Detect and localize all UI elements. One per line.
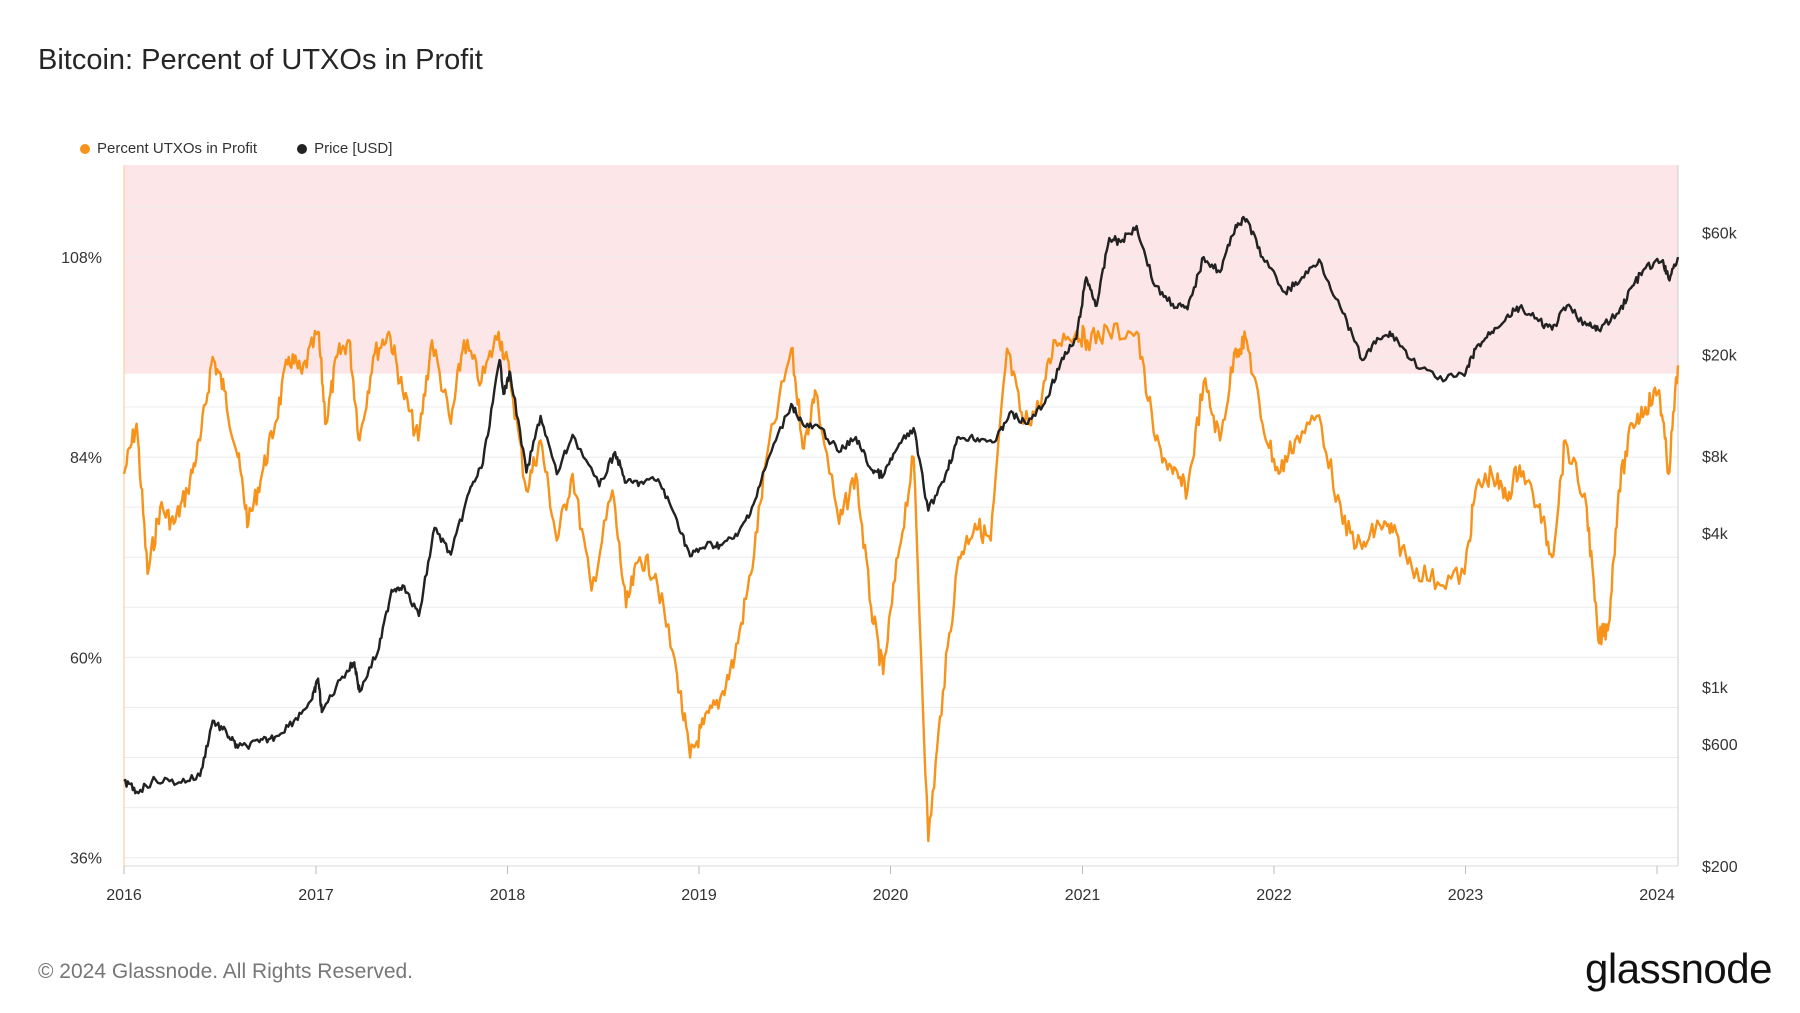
glassnode-logo: glassnode	[1585, 945, 1772, 992]
legend-label-profit: Percent UTXOs in Profit	[97, 140, 258, 157]
legend-item-profit[interactable]: Percent UTXOs in Profit	[80, 140, 257, 157]
x-tick-label: 2019	[681, 887, 717, 904]
x-tick-label: 2020	[873, 887, 909, 904]
left-tick-label: 36%	[70, 851, 102, 868]
x-tick-label: 2018	[490, 887, 526, 904]
x-tick-label: 2022	[1256, 887, 1292, 904]
right-tick-label: $60k	[1702, 225, 1738, 242]
series-line-percent-utxos-in-profit	[122, 322, 1680, 843]
legend-item-price[interactable]: Price [USD]	[297, 140, 392, 157]
right-tick-label: $1k	[1702, 680, 1729, 697]
series-line-price-usd	[123, 215, 1680, 795]
left-tick-label: 108%	[61, 250, 102, 267]
x-tick-label: 2024	[1639, 887, 1675, 904]
x-tick-label: 2017	[298, 887, 334, 904]
right-tick-label: $20k	[1702, 347, 1738, 364]
right-tick-label: $200	[1702, 859, 1738, 876]
x-tick-label: 2016	[106, 887, 142, 904]
profit-highlight-band	[124, 165, 1678, 374]
legend: Percent UTXOs in Profit Price [USD]	[80, 140, 392, 157]
right-tick-label: $4k	[1702, 526, 1729, 543]
left-tick-label: 60%	[70, 650, 102, 667]
legend-label-price: Price [USD]	[314, 140, 393, 157]
x-tick-label: 2021	[1065, 887, 1101, 904]
right-tick-label: $8k	[1702, 449, 1729, 466]
legend-dot-profit	[80, 143, 90, 154]
x-tick-label: 2023	[1448, 887, 1484, 904]
right-tick-label: $600	[1702, 737, 1738, 754]
left-tick-label: 84%	[70, 450, 102, 467]
chart-title: Bitcoin: Percent of UTXOs in Profit	[38, 44, 483, 76]
legend-dot-price	[297, 143, 308, 154]
copyright-footer: © 2024 Glassnode. All Rights Reserved.	[38, 960, 414, 983]
